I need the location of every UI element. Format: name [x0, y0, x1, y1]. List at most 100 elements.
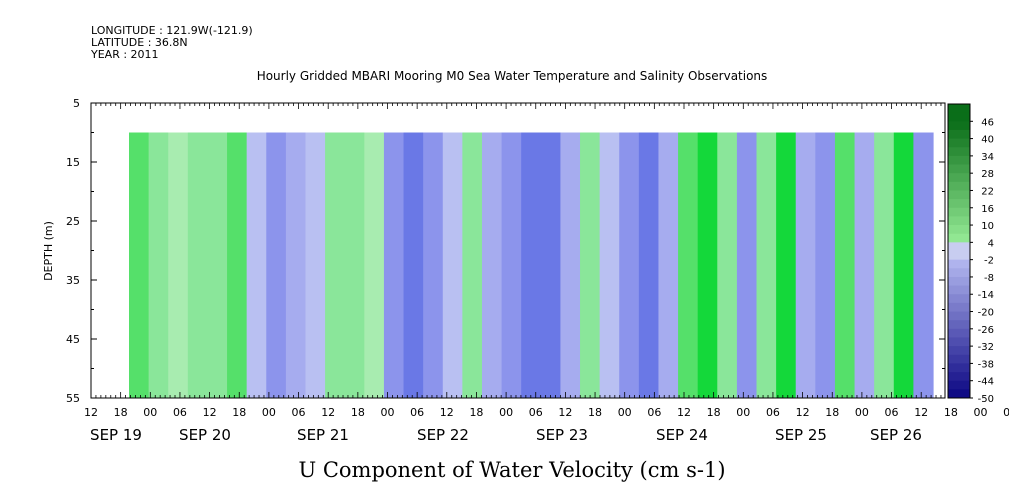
x-tick-label: 00 — [855, 406, 869, 419]
velocity-column — [815, 132, 836, 398]
colorbar-band — [948, 328, 970, 338]
colorbar-label: 16 — [981, 204, 994, 215]
colorbar-band — [948, 104, 970, 114]
x-tick-label: 18 — [469, 406, 483, 419]
velocity-column — [756, 132, 777, 398]
velocity-column — [266, 132, 287, 398]
colorbar-label: -8 — [984, 273, 994, 284]
velocity-column — [305, 132, 326, 398]
colorbar-band — [948, 233, 970, 243]
x-tick-label: 12 — [321, 406, 335, 419]
x-tick-label: 18 — [944, 406, 958, 419]
velocity-column — [580, 132, 601, 398]
x-tick-label: 00 — [143, 406, 157, 419]
velocity-column — [481, 132, 503, 398]
x-tick-label: 18 — [232, 406, 246, 419]
year-text: YEAR : 2011 — [91, 48, 159, 61]
x-axis-label: U Component of Water Velocity (cm s-1) — [298, 458, 725, 482]
velocity-column — [678, 132, 699, 398]
colorbar-label: 4 — [988, 238, 994, 249]
x-day-label: SEP 22 — [417, 426, 469, 444]
velocity-column — [854, 132, 875, 398]
colorbar: 46 40 34 28 22 16 10 4 -2 -8 -14 -20 -26 -32 -38 -44 -50 — [947, 103, 994, 405]
y-tick-label: 35 — [66, 274, 80, 287]
x-tick-label: 00 — [499, 406, 513, 419]
velocity-column — [717, 132, 738, 398]
x-tick-label: 06 — [647, 406, 661, 419]
colorbar-band — [948, 354, 970, 364]
velocity-column — [658, 132, 679, 398]
velocity-column — [834, 132, 856, 398]
x-tick-label: 12 — [440, 406, 454, 419]
velocity-column — [148, 132, 169, 398]
latitude-text: LATITUDE : 36.8N — [91, 36, 188, 49]
colorbar-band — [948, 181, 970, 191]
x-tick-label: 06 — [1003, 406, 1009, 419]
colorbar-label: 46 — [981, 117, 994, 128]
colorbar-band — [948, 121, 970, 131]
velocity-column — [913, 132, 934, 398]
velocity-column — [638, 132, 660, 398]
colorbar-band — [948, 372, 970, 382]
x-day-label: SEP 23 — [536, 426, 588, 444]
velocity-column — [285, 132, 307, 398]
colorbar-label: 22 — [981, 186, 994, 197]
colorbar-band — [948, 259, 970, 269]
y-tick-label: 55 — [66, 392, 80, 405]
colorbar-label: -44 — [978, 377, 994, 388]
x-tick-label: 00 — [618, 406, 632, 419]
longitude-text: LONGITUDE : 121.9W(-121.9) — [91, 24, 253, 37]
colorbar-band — [948, 207, 970, 217]
x-tick-label: 06 — [173, 406, 187, 419]
velocity-column — [619, 132, 640, 398]
colorbar-band — [948, 337, 970, 347]
velocity-column — [776, 132, 797, 398]
colorbar-label: 28 — [981, 169, 994, 180]
colorbar-band — [948, 302, 970, 312]
velocity-column — [423, 132, 444, 398]
colorbar-label: -14 — [978, 290, 994, 301]
x-day-label: SEP 24 — [656, 426, 708, 444]
colorbar-band — [948, 155, 970, 165]
velocity-column — [187, 132, 209, 398]
velocity-column — [168, 132, 189, 398]
velocity-column — [521, 132, 542, 398]
colorbar-band — [948, 164, 970, 174]
colorbar-label: 10 — [981, 221, 994, 232]
x-day-label: SEP 21 — [297, 426, 349, 444]
colorbar-band — [948, 251, 970, 261]
colorbar-label: -32 — [978, 342, 994, 353]
colorbar-band — [948, 294, 970, 304]
colorbar-band — [948, 173, 970, 183]
velocity-column — [364, 132, 385, 398]
colorbar-band — [948, 147, 970, 157]
colorbar-band — [948, 311, 970, 321]
velocity-column — [383, 132, 405, 398]
colorbar-label: -20 — [978, 308, 994, 319]
colorbar-band — [948, 268, 970, 278]
x-day-label: SEP 19 — [90, 426, 142, 444]
colorbar-band — [948, 216, 970, 226]
x-tick-label: 18 — [588, 406, 602, 419]
x-tick-label: 06 — [410, 406, 424, 419]
velocity-column — [462, 132, 483, 398]
x-tick-label: 00 — [974, 406, 988, 419]
y-tick-label: 5 — [73, 97, 80, 110]
x-tick-label: 12 — [84, 406, 98, 419]
velocity-column — [207, 132, 228, 398]
velocity-column — [599, 132, 620, 398]
x-day-label: SEP 20 — [179, 426, 231, 444]
x-tick-label: 00 — [381, 406, 395, 419]
x-tick-label: 18 — [114, 406, 128, 419]
plot-area — [129, 132, 934, 398]
colorbar-band — [948, 225, 970, 235]
colorbar-label: 40 — [981, 135, 994, 146]
colorbar-band — [948, 112, 970, 122]
velocity-column — [129, 132, 150, 398]
x-tick-label: 12 — [203, 406, 217, 419]
velocity-column — [540, 132, 562, 398]
y-tick-label: 45 — [66, 333, 80, 346]
x-tick-label: 12 — [796, 406, 810, 419]
x-tick-label: 06 — [529, 406, 543, 419]
